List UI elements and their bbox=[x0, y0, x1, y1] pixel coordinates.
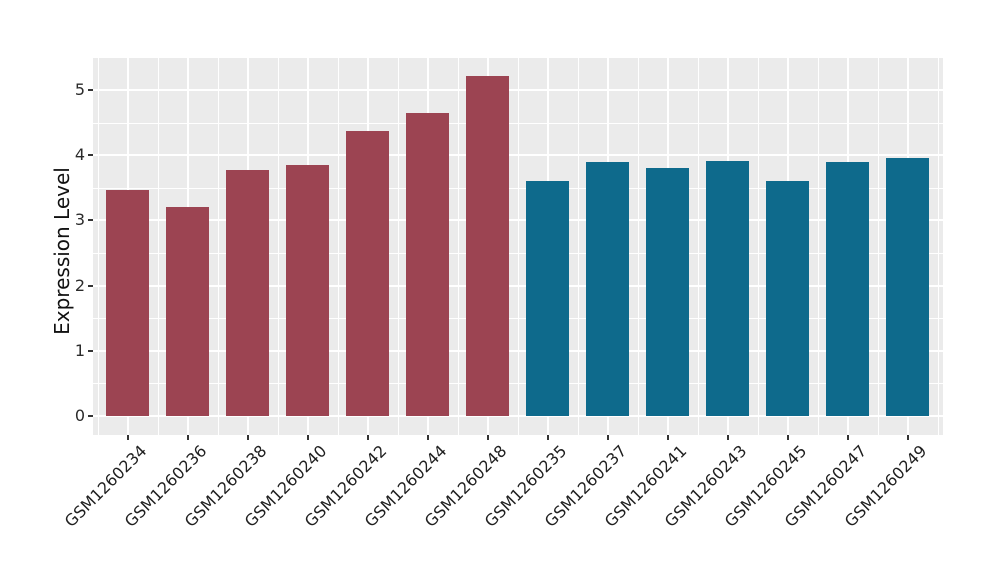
gridline-v-minor bbox=[877, 57, 879, 435]
gridline-v-minor bbox=[97, 57, 99, 435]
x-tick-mark bbox=[786, 435, 789, 440]
bar-GSM1260235 bbox=[526, 181, 569, 416]
y-tick-label: 2 bbox=[74, 275, 85, 295]
bar-GSM1260234 bbox=[106, 190, 149, 416]
gridline-v-minor bbox=[337, 57, 339, 435]
y-tick-label: 1 bbox=[74, 340, 85, 360]
bar-GSM1260237 bbox=[586, 162, 629, 416]
y-tick-label: 0 bbox=[74, 406, 85, 425]
gridline-v-minor bbox=[157, 57, 159, 435]
bar-GSM1260243 bbox=[706, 161, 749, 416]
x-tick-mark bbox=[666, 435, 669, 440]
y-tick-label: 4 bbox=[74, 145, 85, 165]
bar-GSM1260240 bbox=[286, 164, 329, 416]
x-tick-mark bbox=[486, 435, 489, 440]
bar-GSM1260247 bbox=[826, 162, 869, 416]
y-tick-mark bbox=[88, 154, 93, 157]
gridline-v-minor bbox=[697, 57, 699, 435]
gridline-v-minor bbox=[577, 57, 579, 435]
bar-GSM1260244 bbox=[406, 113, 449, 416]
gridline-v-minor bbox=[517, 57, 519, 435]
x-tick-mark bbox=[186, 435, 189, 440]
x-tick-mark bbox=[426, 435, 429, 440]
y-tick-mark bbox=[88, 284, 93, 287]
x-tick-mark bbox=[246, 435, 249, 440]
gridline-v-minor bbox=[637, 57, 639, 435]
x-tick-mark bbox=[906, 435, 909, 440]
x-tick-mark bbox=[846, 435, 849, 440]
gridline-v-minor bbox=[397, 57, 399, 435]
x-tick-mark bbox=[126, 435, 129, 440]
bar-GSM1260242 bbox=[346, 131, 389, 416]
bar-GSM1260236 bbox=[166, 207, 209, 416]
y-tick-label: 3 bbox=[74, 210, 85, 230]
y-tick-mark bbox=[88, 89, 93, 91]
bar-GSM1260245 bbox=[766, 181, 809, 416]
x-tick-mark bbox=[726, 435, 729, 440]
gridline-v-minor bbox=[757, 57, 759, 435]
y-tick-label: 5 bbox=[74, 80, 85, 99]
gridline-v-minor bbox=[937, 57, 939, 435]
plot-panel bbox=[93, 57, 943, 435]
gridline-v-minor bbox=[817, 57, 819, 435]
bar-GSM1260248 bbox=[466, 75, 509, 416]
y-tick-mark bbox=[88, 219, 93, 222]
x-tick-mark bbox=[366, 435, 369, 440]
y-tick-mark bbox=[88, 349, 93, 352]
bar-GSM1260238 bbox=[226, 170, 269, 416]
gridline-v-minor bbox=[217, 57, 219, 435]
gridline-v-minor bbox=[277, 57, 279, 435]
gridline-v-minor bbox=[457, 57, 459, 435]
bar-GSM1260241 bbox=[646, 167, 689, 416]
bar-GSM1260249 bbox=[886, 158, 929, 416]
x-tick-mark bbox=[606, 435, 609, 440]
x-tick-mark bbox=[306, 435, 309, 440]
x-tick-mark bbox=[546, 435, 549, 440]
y-tick-mark bbox=[88, 415, 93, 417]
